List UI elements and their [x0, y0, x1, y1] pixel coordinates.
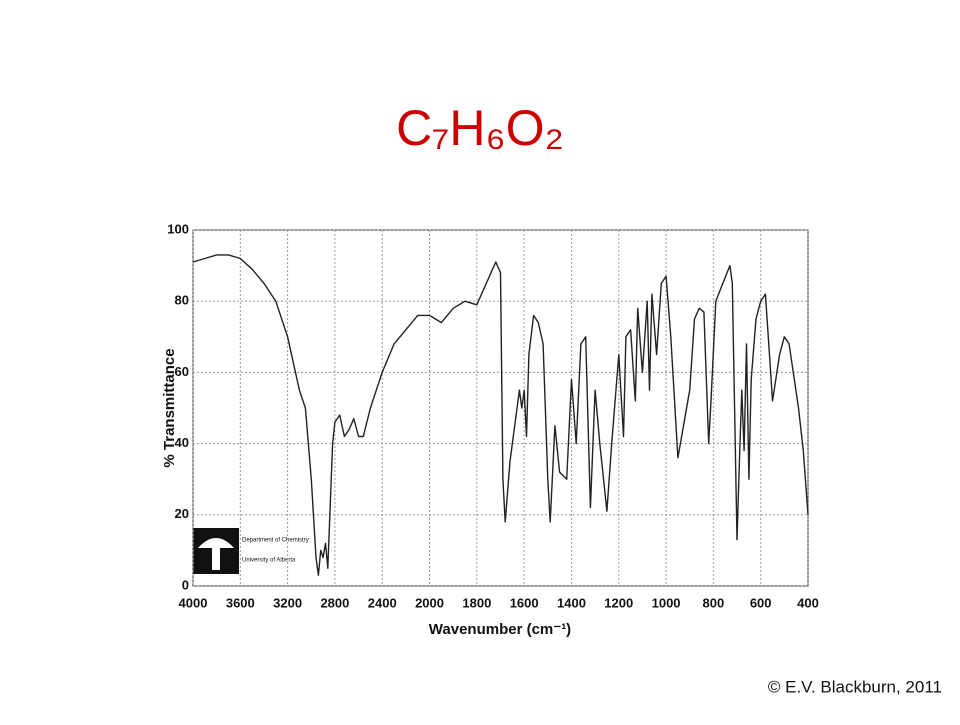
- x-tick-label: 3200: [273, 595, 302, 610]
- x-tick-label: 2800: [320, 595, 349, 610]
- y-tick-label: 40: [175, 435, 189, 450]
- x-tick-label: 400: [797, 595, 819, 610]
- logo-text: Department of Chemistry: [242, 538, 309, 544]
- x-tick-label: 2000: [415, 595, 444, 610]
- x-tick-label: 1600: [510, 595, 539, 610]
- x-tick-label: 600: [750, 595, 772, 610]
- x-tick-label: 1400: [557, 595, 586, 610]
- spectrum-line: [192, 254, 809, 576]
- x-tick-label: 2400: [368, 595, 397, 610]
- y-tick-label: 60: [175, 364, 189, 379]
- y-tick-label: 20: [175, 506, 189, 521]
- x-axis-label: Wavenumber (cm⁻¹): [429, 621, 571, 638]
- x-tick-label: 1800: [462, 595, 491, 610]
- x-tick-label: 1200: [604, 595, 633, 610]
- x-tick-label: 800: [703, 595, 725, 610]
- x-tick-label: 4000: [179, 595, 208, 610]
- logo: Department of Chemistry University of Al…: [193, 528, 309, 574]
- chart-title: C₇H₆O₂: [396, 100, 564, 156]
- x-tick-label: 3600: [226, 595, 255, 610]
- y-axis-label: % Transmittance: [161, 348, 178, 467]
- logo-text: University of Alberta: [242, 558, 296, 564]
- y-tick-label: 80: [175, 293, 189, 308]
- logo-icon: [198, 538, 234, 570]
- y-tick-label: 0: [182, 577, 189, 592]
- x-tick-label: 1000: [652, 595, 681, 610]
- credit: © E.V. Blackburn, 2011: [768, 677, 942, 696]
- y-tick-label: 100: [167, 221, 189, 236]
